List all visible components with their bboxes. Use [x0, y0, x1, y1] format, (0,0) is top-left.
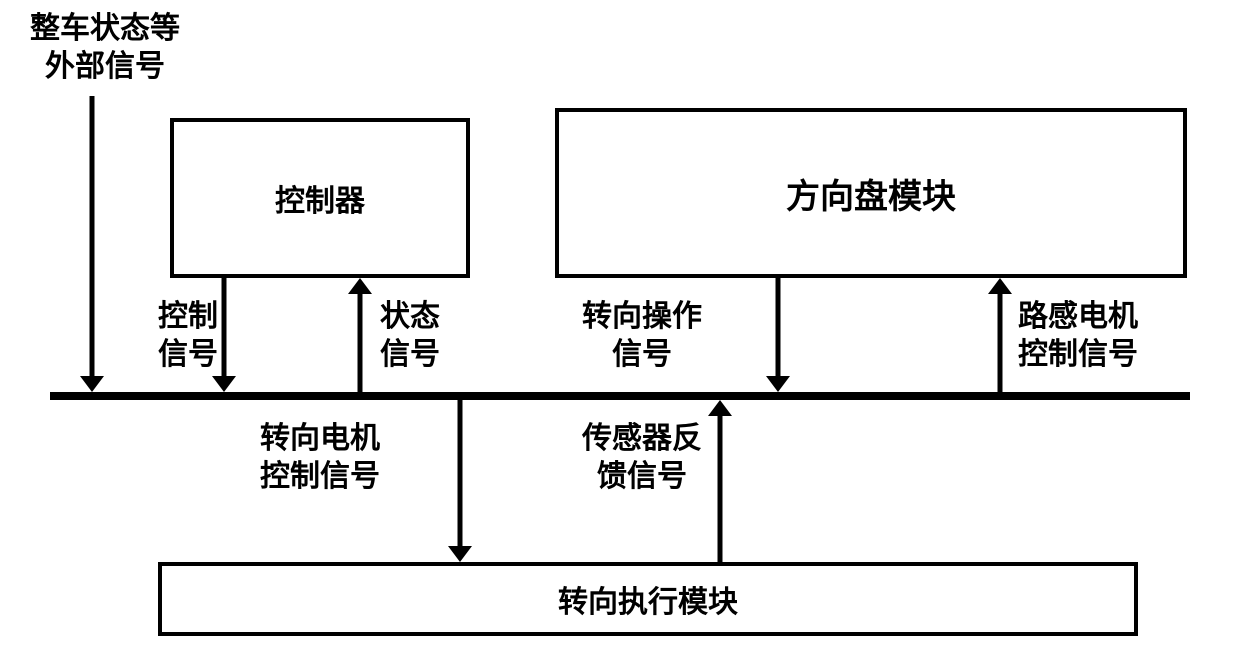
box-wheel-label: 方向盘模块: [786, 169, 956, 218]
arrow-wheel-to-bus: [758, 278, 798, 392]
label-steer_op: 转向操作 信号: [582, 298, 702, 373]
label-sensor_fb: 传感器反 馈信号: [582, 420, 702, 495]
label-external: 整车状态等 外部信号: [30, 10, 180, 85]
box-exec: 转向执行模块: [158, 562, 1138, 636]
arrow-bus-to-exec: [440, 400, 480, 562]
box-controller: 控制器: [170, 118, 470, 278]
arrow-bus-to-controller: [340, 278, 380, 392]
arrow-external-to-bus: [72, 96, 112, 392]
signal-bus: [50, 392, 1190, 400]
arrow-bus-to-wheel: [980, 278, 1020, 392]
arrow-controller-to-bus: [204, 278, 244, 392]
arrow-exec-to-bus: [700, 400, 740, 562]
box-exec-label: 转向执行模块: [558, 577, 738, 621]
label-road_feel: 路感电机 控制信号: [1018, 298, 1138, 373]
box-wheel: 方向盘模块: [555, 108, 1187, 278]
box-controller-label: 控制器: [275, 176, 365, 220]
label-steer_motor: 转向电机 控制信号: [260, 420, 380, 495]
label-status_signal: 状态 信号: [380, 298, 440, 373]
